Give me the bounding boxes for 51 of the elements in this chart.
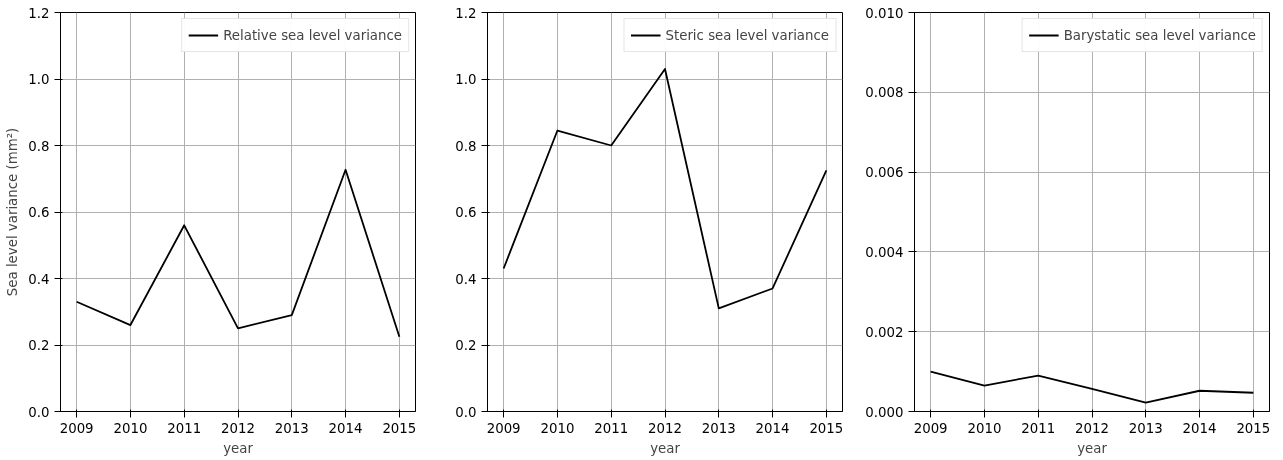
line-series bbox=[929, 370, 1255, 404]
x-axis-title: year bbox=[223, 440, 254, 456]
y-tick-label: 1.0 bbox=[28, 72, 50, 87]
x-tick-label: 2013 bbox=[1128, 420, 1163, 436]
y-tick-label: 0.2 bbox=[28, 338, 50, 353]
line-series bbox=[502, 68, 828, 310]
x-tick-label: 2015 bbox=[1236, 420, 1271, 436]
x-tick-label: 2012 bbox=[1075, 420, 1109, 436]
x-tick-label: 2012 bbox=[648, 420, 682, 436]
x-tick-label: 2009 bbox=[486, 420, 521, 436]
legend-label: Steric sea level variance bbox=[665, 27, 829, 43]
y-tick-label: 0.6 bbox=[455, 205, 477, 220]
x-tick-label: 2015 bbox=[809, 420, 844, 436]
x-tick-label: 2010 bbox=[113, 420, 148, 436]
y-tick-label: 1.2 bbox=[455, 5, 477, 21]
legend-label: Relative sea level variance bbox=[223, 27, 402, 43]
y-tick-label: 0.0 bbox=[455, 404, 477, 420]
y-tick-label: 0.006 bbox=[865, 165, 904, 181]
y-axis-title: Sea level variance (mm²) bbox=[5, 127, 21, 297]
y-tick-label: 0.010 bbox=[865, 5, 904, 21]
y-tick-label: 0.0 bbox=[28, 404, 50, 420]
x-tick-label: 2014 bbox=[328, 420, 363, 436]
y-tick-label: 0.000 bbox=[865, 404, 904, 420]
x-tick-label: 2011 bbox=[1021, 420, 1056, 436]
x-tick-label: 2010 bbox=[540, 420, 575, 436]
y-tick-label: 0.4 bbox=[28, 271, 50, 287]
y-tick-label: 0.002 bbox=[865, 324, 904, 340]
x-tick-label: 2011 bbox=[594, 420, 629, 436]
y-tick-label: 1.0 bbox=[455, 72, 477, 87]
y-tick-label: 0.004 bbox=[865, 244, 904, 260]
line-series bbox=[75, 168, 401, 338]
x-tick-label: 2009 bbox=[59, 420, 94, 436]
x-tick-label: 2013 bbox=[701, 420, 736, 436]
x-axis-title: year bbox=[650, 440, 681, 456]
y-tick-label: 0.6 bbox=[28, 205, 50, 220]
x-tick-label: 2014 bbox=[755, 420, 790, 436]
x-tick-label: 2012 bbox=[221, 420, 255, 436]
x-tick-label: 2010 bbox=[967, 420, 1002, 436]
x-tick-label: 2011 bbox=[167, 420, 202, 436]
y-tick-label: 0.4 bbox=[455, 271, 477, 287]
y-tick-label: 0.008 bbox=[865, 85, 904, 101]
y-tick-label: 1.2 bbox=[28, 5, 50, 21]
x-tick-label: 2009 bbox=[913, 420, 948, 436]
x-tick-label: 2014 bbox=[1182, 420, 1217, 436]
y-tick-label: 0.8 bbox=[28, 138, 50, 154]
y-tick-label: 0.2 bbox=[455, 338, 477, 353]
y-tick-label: 0.8 bbox=[455, 138, 477, 154]
x-axis-title: year bbox=[1077, 440, 1108, 456]
legend-label: Barystatic sea level variance bbox=[1063, 27, 1256, 43]
x-tick-label: 2013 bbox=[274, 420, 309, 436]
x-tick-label: 2015 bbox=[382, 420, 417, 436]
